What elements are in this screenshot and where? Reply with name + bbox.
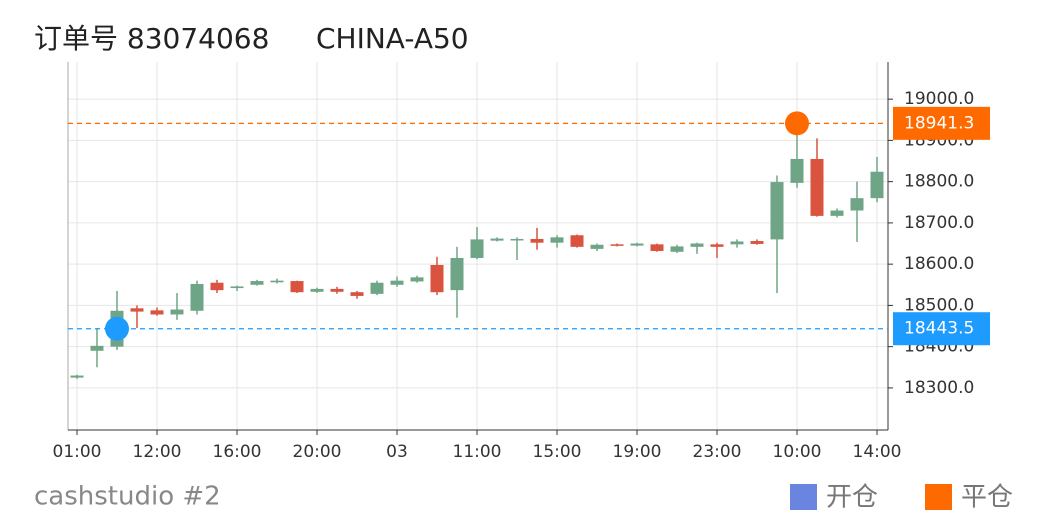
- legend-label: 平仓: [961, 483, 1013, 513]
- footer: cashstudio #2: [34, 482, 221, 512]
- x-tick-label: 11:00: [453, 442, 502, 462]
- candle-body: [210, 282, 224, 291]
- candle-body: [390, 280, 404, 285]
- candle-body: [350, 292, 364, 296]
- candle-body: [830, 210, 844, 216]
- candle-body: [150, 310, 164, 315]
- candle-body: [770, 182, 784, 240]
- trade-marker: [785, 111, 809, 136]
- candle-body: [310, 288, 324, 292]
- candle-body: [530, 238, 544, 243]
- candle-body: [490, 238, 504, 241]
- candle-body: [610, 244, 624, 246]
- candle-body: [90, 345, 104, 351]
- candle-body: [250, 281, 264, 285]
- trade-marker: [105, 316, 129, 341]
- x-tick-label: 14:00: [853, 442, 902, 462]
- x-tick-label: 12:00: [133, 442, 182, 462]
- candle-body: [850, 198, 864, 211]
- candle-body: [730, 241, 744, 245]
- candle-body: [130, 308, 144, 312]
- candle-body: [590, 244, 604, 249]
- x-tick-label: 19:00: [613, 442, 662, 462]
- y-tick-label: 19000.0: [904, 89, 974, 109]
- candle-body: [710, 244, 724, 247]
- legend-swatch: [790, 484, 817, 510]
- candle-body: [190, 283, 204, 311]
- candle-body: [750, 241, 764, 244]
- candle-body: [690, 243, 704, 247]
- x-tick-label: 03: [386, 442, 408, 462]
- x-tick-label: 20:00: [293, 442, 342, 462]
- candle-body: [70, 375, 84, 378]
- y-tick-label: 18500.0: [904, 295, 974, 315]
- chart-title: 订单号 83074068: [34, 22, 269, 55]
- x-tick-label: 15:00: [533, 442, 582, 462]
- price-badge: [893, 312, 990, 346]
- candle-body: [370, 282, 384, 294]
- x-tick-label: 10:00: [773, 442, 822, 462]
- price-badge: [893, 106, 990, 140]
- x-tick-label: 01:00: [53, 442, 102, 462]
- candle-body: [870, 171, 884, 199]
- candle-body: [810, 158, 824, 216]
- candle-body: [230, 286, 244, 289]
- candle-body: [430, 264, 444, 293]
- x-tick-label: 16:00: [213, 442, 262, 462]
- legend-label: 开仓: [826, 483, 878, 513]
- candle-body: [670, 246, 684, 252]
- candle-body: [410, 277, 424, 282]
- candle-body: [570, 235, 584, 247]
- y-tick-label: 18600.0: [904, 254, 974, 274]
- x-tick-label: 23:00: [693, 442, 742, 462]
- y-tick-label: 18300.0: [904, 378, 974, 398]
- price-badge-label: 18941.3: [904, 113, 974, 133]
- price-badge-label: 18443.5: [904, 319, 974, 339]
- y-tick-label: 18800.0: [904, 172, 974, 192]
- candle-body: [170, 309, 184, 315]
- candle-body: [470, 239, 484, 258]
- y-tick-label: 18700.0: [904, 213, 974, 233]
- candle-body: [650, 244, 664, 251]
- candle-body: [330, 288, 344, 292]
- candle-body: [790, 158, 804, 183]
- legend-swatch: [925, 484, 952, 510]
- candle-body: [450, 257, 464, 291]
- candle-body: [270, 280, 284, 283]
- chart-subtitle: CHINA-A50: [316, 22, 469, 55]
- candle-body: [550, 237, 564, 243]
- candle-body: [630, 243, 644, 246]
- candle-body: [290, 281, 304, 293]
- candle-body: [510, 238, 524, 241]
